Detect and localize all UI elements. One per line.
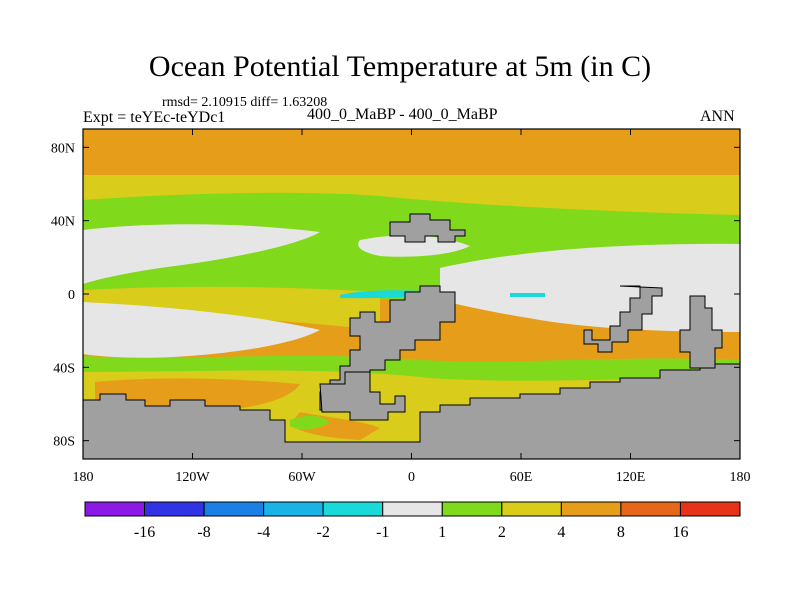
- land-east-continent: [583, 285, 663, 353]
- land-east-peninsula: [679, 295, 723, 369]
- colorbar-label: -16: [134, 524, 155, 541]
- experiment-label: Expt = teYEc-teYDc1: [83, 109, 226, 126]
- colorbar-label: -2: [317, 524, 330, 541]
- x-tick-label: 180: [730, 470, 751, 485]
- y-tick-label: 80S: [53, 435, 75, 450]
- y-tick-label: 0: [68, 288, 75, 303]
- colorbar-label: -4: [257, 524, 270, 541]
- band-tropics-east: [440, 243, 740, 332]
- colorbar-box: [263, 501, 324, 517]
- band-southern-green-patch: [290, 415, 330, 430]
- band-south-pacific-white: [83, 302, 320, 358]
- x-tick-label: 120W: [175, 470, 210, 485]
- colorbar-box: [501, 501, 562, 517]
- x-tick-label: 0: [408, 470, 415, 485]
- band-southern-orange: [95, 378, 300, 413]
- colorbar-label: 4: [557, 524, 565, 541]
- stats-text: rmsd= 2.10915 diff= 1.63208: [162, 95, 328, 110]
- colorbar-box: [382, 501, 443, 517]
- colorbar-box: [203, 501, 265, 517]
- x-tick-label: 180: [73, 470, 94, 485]
- band-central-yellow: [83, 286, 380, 330]
- land-antarctica: [83, 363, 740, 459]
- colorbar-label: -8: [197, 524, 210, 541]
- colorbar-label: -1: [376, 524, 389, 541]
- y-tick-label: 40S: [53, 361, 75, 376]
- x-tick-label: 60E: [510, 470, 533, 485]
- colorbar-box: [322, 501, 384, 517]
- band-north-pacific-white: [83, 224, 320, 284]
- land-africa-like: [319, 371, 406, 421]
- colorbar-box: [560, 501, 622, 517]
- land-north-island: [389, 213, 466, 243]
- season-label: ANN: [700, 108, 735, 125]
- temperature-field: [83, 129, 740, 459]
- y-tick-label: 40N: [51, 215, 75, 230]
- band-equatorial-cold-2: [510, 293, 545, 297]
- colorbar-label: 8: [617, 524, 625, 541]
- axis-ticks: 180 120W 60W 0 60E 120E 180 80N 40N 0 40S 80S: [51, 129, 751, 485]
- y-tick-label: 80N: [51, 141, 75, 156]
- colorbar-box: [679, 501, 741, 517]
- colorbar-label: 1: [438, 524, 446, 541]
- colorbar-label: 2: [498, 524, 506, 541]
- x-tick-label: 60W: [288, 470, 316, 485]
- chart-title: Ocean Potential Temperature at 5m (in C): [148, 50, 652, 83]
- colorbar-box: [441, 501, 503, 517]
- colorbar: -16 -8 -4 -2 -1 1 2 4 8 16: [84, 501, 741, 541]
- colorbar-label: 16: [672, 524, 688, 541]
- colorbar-box: [144, 501, 205, 517]
- cases-label: 400_0_MaBP - 400_0_MaBP: [307, 106, 498, 123]
- x-tick-label: 120E: [616, 470, 646, 485]
- colorbar-box: [620, 501, 681, 517]
- colorbar-box: [84, 501, 146, 517]
